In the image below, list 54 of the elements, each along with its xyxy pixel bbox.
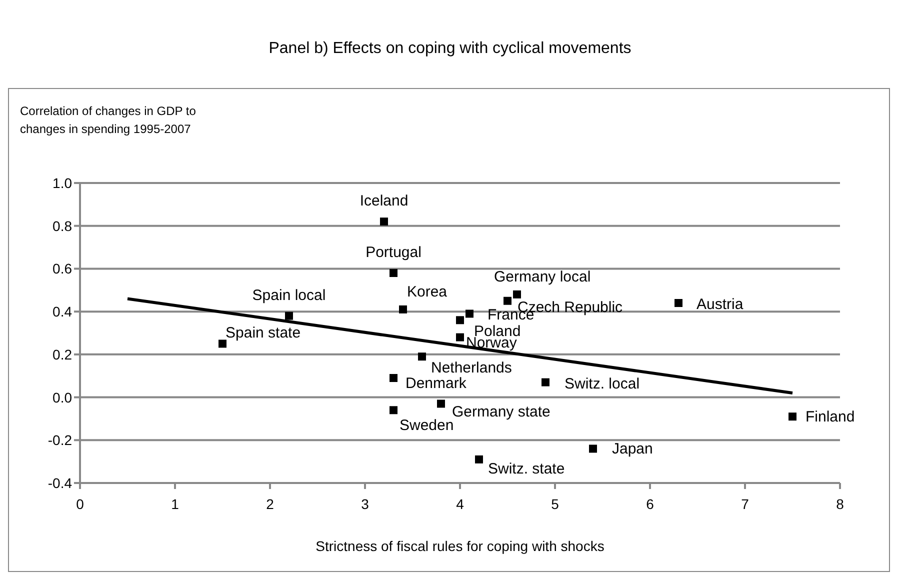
point — [380, 218, 388, 226]
annotation: Spain local — [252, 286, 326, 304]
point — [466, 310, 474, 318]
annotation: Spain state — [226, 324, 301, 342]
chart-title: Panel b) Effects on coping with cyclical movements — [268, 40, 632, 58]
y-tick-label: 0.4 — [52, 304, 72, 320]
annotation: Korea — [407, 283, 448, 300]
x-tick-label: 6 — [646, 496, 654, 512]
point — [513, 290, 521, 298]
point — [589, 444, 597, 453]
annotation: Iceland — [360, 192, 408, 210]
annotation: Sweden — [400, 417, 454, 434]
y-tick-label: -0.4 — [48, 474, 72, 491]
x-tick-label: 1 — [171, 496, 180, 512]
x-tick-label: 0 — [76, 496, 84, 512]
annotation: Switz. state — [488, 460, 565, 478]
x-tick-label: 2 — [266, 496, 274, 512]
annotation: Japan — [612, 440, 653, 458]
annotation: Switz. local — [564, 375, 640, 392]
point — [437, 400, 445, 408]
x-axis-title: Strictness of fiscal rules for coping with shocks — [314, 538, 606, 554]
point — [390, 374, 398, 382]
x-tick-label: 4 — [456, 496, 464, 512]
point — [390, 406, 398, 414]
x-tick-label: 7 — [741, 496, 750, 512]
y-tick-label: 0.0 — [52, 389, 72, 406]
y-tick-label: 0.6 — [52, 260, 72, 277]
point — [418, 352, 426, 361]
point — [788, 412, 796, 421]
point — [504, 296, 512, 305]
point — [456, 316, 464, 324]
y-tick-label: -0.2 — [48, 432, 72, 448]
x-tick-label: 5 — [551, 496, 560, 512]
point — [674, 299, 682, 307]
y-axis-title: Correlation of changes in GDP to changes in spending 1995-2007 — [20, 103, 197, 138]
point — [390, 269, 398, 277]
annotation: Austria — [696, 296, 744, 313]
annotation: Netherlands — [431, 360, 512, 377]
annotation: Denmark — [406, 374, 467, 392]
point — [456, 333, 464, 342]
x-tick-label: 3 — [361, 496, 370, 512]
y-tick-label: 0.2 — [52, 346, 72, 362]
point — [285, 312, 293, 320]
y-tick-label: 0.8 — [52, 218, 72, 234]
y-tick-label: 1.0 — [52, 174, 72, 191]
annotation: Portugal — [366, 244, 422, 261]
annotation: Germany local — [494, 268, 591, 286]
point — [475, 455, 483, 464]
annotation: Finland — [806, 408, 855, 426]
point — [218, 340, 226, 348]
x-tick-label: 8 — [836, 496, 844, 512]
point — [542, 378, 550, 386]
point — [399, 305, 407, 314]
annotation: Germany state — [452, 404, 550, 421]
